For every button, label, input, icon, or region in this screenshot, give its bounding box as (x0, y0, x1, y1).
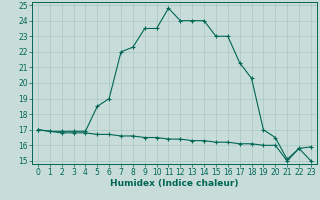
X-axis label: Humidex (Indice chaleur): Humidex (Indice chaleur) (110, 179, 239, 188)
